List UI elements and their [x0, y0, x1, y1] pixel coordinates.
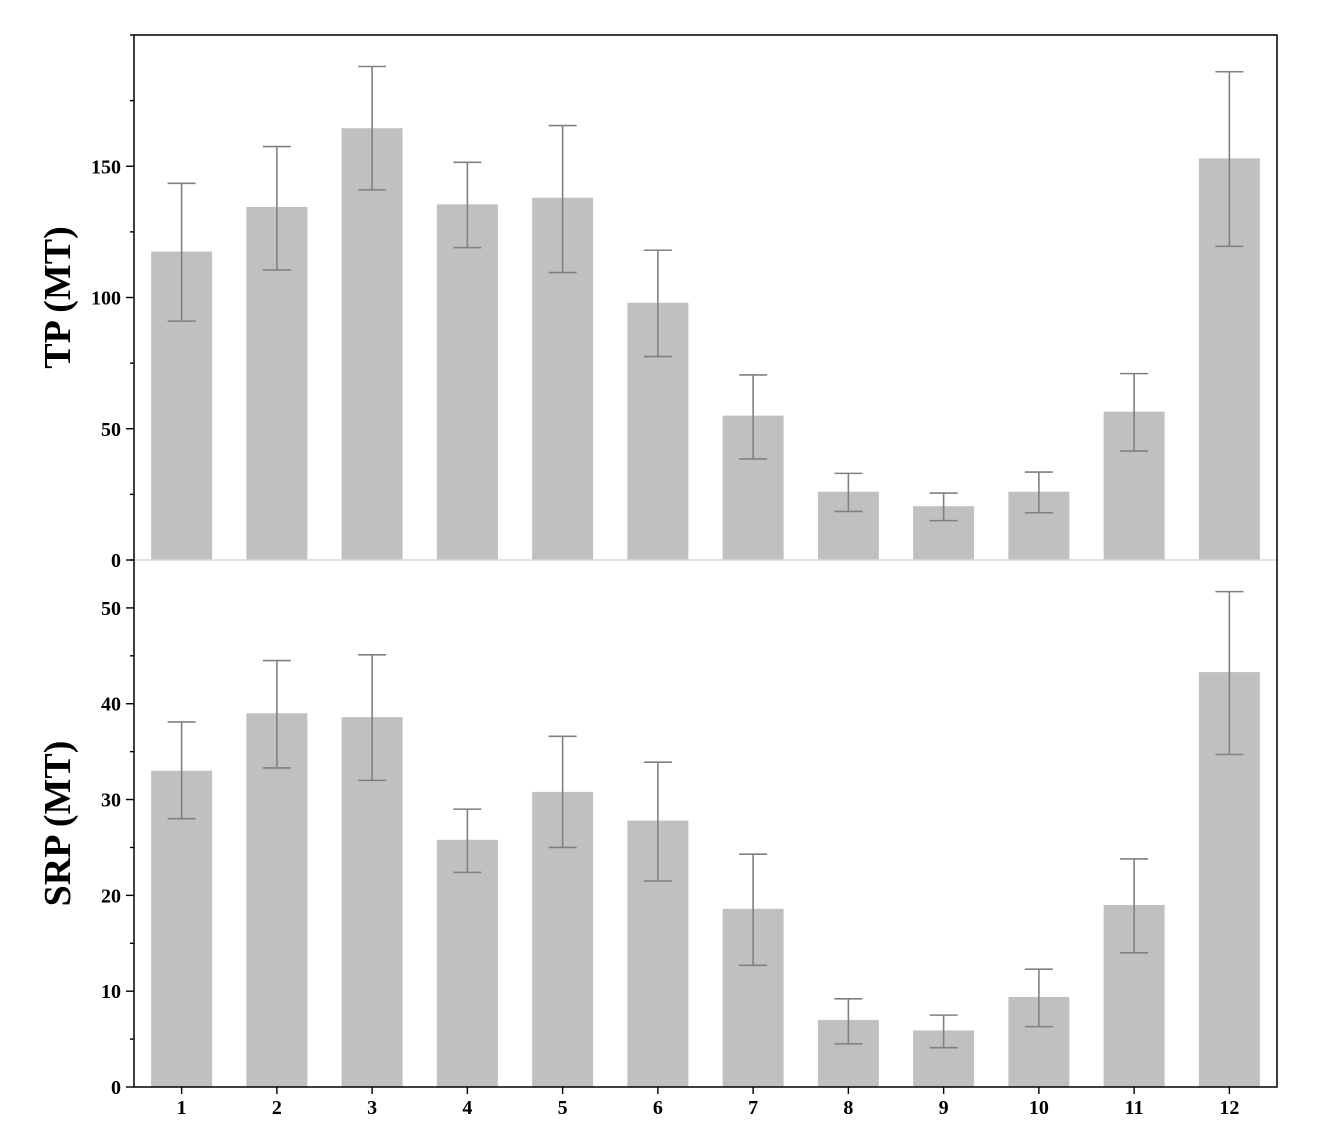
x-tick-label: 7: [748, 1097, 758, 1119]
x-tick-label: 4: [462, 1097, 472, 1119]
srp-error-bar: [929, 1014, 958, 1049]
srp-error-bar: [262, 659, 291, 769]
tp-bar: [436, 204, 498, 560]
tp-y-tick-label: 100: [91, 288, 121, 310]
srp-y-tick-label: 40: [101, 694, 121, 716]
tp-error-bar: [167, 182, 196, 322]
srp-y-axis-title: SRP (MT): [37, 741, 79, 907]
tp-error-bar: [453, 161, 482, 249]
srp-error-bar: [1215, 590, 1244, 756]
x-tick-label: 3: [367, 1097, 377, 1119]
tp-y-tick-label: 50: [101, 419, 121, 441]
srp-error-bar: [548, 735, 577, 849]
x-tick-label: 10: [1029, 1097, 1049, 1119]
tp-error-bar: [643, 249, 672, 358]
srp-error-bar: [1024, 968, 1053, 1028]
srp-error-bar: [834, 998, 863, 1045]
x-tick-label: 1: [177, 1097, 187, 1119]
tp-error-bar: [739, 374, 768, 460]
srp-error-bar: [1120, 858, 1149, 954]
srp-panel: 0 10 20 30 40 50: [101, 559, 1260, 1099]
tp-error-bar: [358, 65, 387, 191]
srp-error-bar: [358, 654, 387, 782]
srp-y-tick-label: 30: [101, 790, 121, 812]
tp-y-tick-label: 150: [91, 156, 121, 178]
srp-error-bar: [739, 853, 768, 967]
plot-frame: [133, 34, 1278, 1088]
x-tick-label: 8: [843, 1097, 853, 1119]
tp-error-bar: [834, 472, 863, 513]
tp-panel: 0 50 100 150: [91, 34, 1260, 572]
x-tick-label: 6: [653, 1097, 663, 1119]
x-tick-label: 12: [1219, 1097, 1239, 1119]
x-tick-label: 11: [1125, 1097, 1144, 1119]
tp-y-tick-label: 0: [111, 550, 121, 572]
srp-error-bar: [453, 808, 482, 874]
srp-y-tick-label: 20: [101, 885, 121, 907]
x-tick-label: 5: [558, 1097, 568, 1119]
srp-y-tick-label: 10: [101, 981, 121, 1003]
srp-bar: [436, 839, 498, 1087]
srp-error-bar: [643, 761, 672, 882]
srp-y-tick-label: 0: [111, 1077, 121, 1099]
tp-error-bar: [548, 124, 577, 274]
srp-bar: [246, 713, 308, 1087]
tp-error-bar: [929, 492, 958, 522]
tp-error-bar: [1024, 471, 1053, 514]
srp-y-tick-label: 50: [101, 598, 121, 620]
tp-error-bar: [1215, 70, 1244, 248]
x-tick-label: 2: [272, 1097, 282, 1119]
x-tick-label: 9: [939, 1097, 949, 1119]
srp-error-bar: [167, 721, 196, 820]
tp-error-bar: [262, 145, 291, 271]
tp-bar: [341, 128, 403, 560]
tp-y-axis-title: TP (MT): [37, 226, 79, 368]
srp-bar: [151, 770, 213, 1087]
tp-error-bar: [1120, 372, 1149, 452]
